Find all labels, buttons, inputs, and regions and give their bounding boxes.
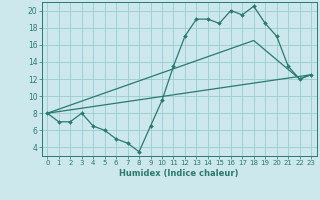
X-axis label: Humidex (Indice chaleur): Humidex (Indice chaleur) bbox=[119, 169, 239, 178]
